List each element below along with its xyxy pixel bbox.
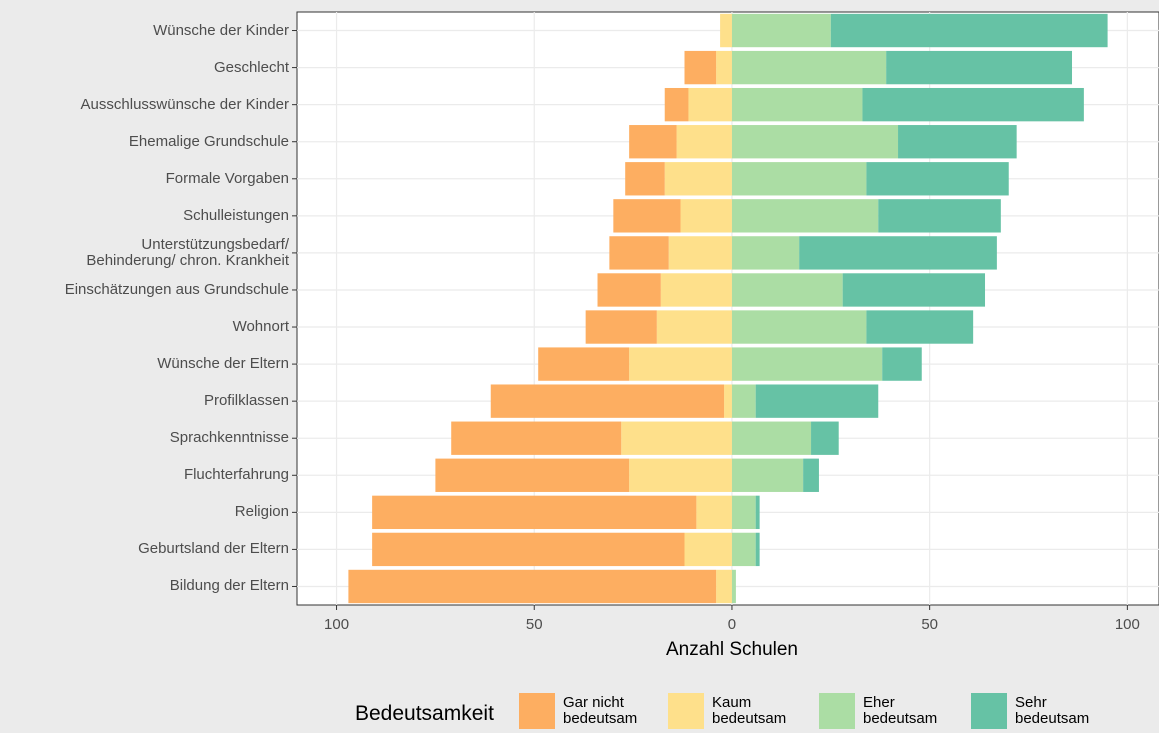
bar	[731, 236, 800, 270]
bar	[688, 87, 732, 122]
bar	[629, 347, 732, 381]
bar	[625, 162, 665, 196]
bar	[731, 384, 756, 418]
bar	[731, 347, 883, 381]
y-tick-label: Sprachkenntnisse	[169, 429, 289, 447]
legend-label: Sehr bedeutsam	[1015, 694, 1090, 727]
bar	[609, 236, 669, 270]
y-tick-label: Unterstützungsbedarf/ Behinderung/ chron…	[86, 235, 289, 269]
bar	[731, 125, 899, 159]
bar	[716, 569, 732, 604]
y-tick-label: Ehemalige Grundschule	[128, 132, 289, 150]
bar	[372, 495, 697, 530]
bar	[629, 458, 732, 492]
y-tick-label: Wünsche der Eltern	[157, 355, 289, 373]
bar	[731, 310, 867, 344]
bar	[731, 50, 887, 85]
bar	[731, 421, 812, 455]
y-tick-label: Bildung der Eltern	[169, 577, 289, 595]
bar	[898, 125, 1017, 159]
legend-label: Gar nicht bedeutsam	[563, 694, 638, 727]
bar	[803, 458, 819, 492]
legend-swatch	[819, 693, 855, 729]
bar	[882, 347, 922, 381]
bar	[731, 199, 879, 233]
bar	[799, 236, 997, 270]
bar	[716, 50, 732, 85]
bar	[731, 532, 756, 567]
legend-swatch	[519, 693, 555, 729]
bar	[668, 236, 732, 270]
x-tick-label: 50	[526, 616, 543, 633]
bar	[490, 384, 725, 418]
bar	[886, 50, 1073, 85]
y-tick-label: Geschlecht	[213, 58, 289, 76]
bar	[830, 13, 1108, 48]
bar	[696, 495, 732, 530]
y-tick-label: Formale Vorgaben	[165, 169, 289, 187]
bar	[731, 495, 756, 530]
bar	[621, 421, 732, 455]
bar	[731, 87, 863, 122]
legend-title: Bedeutsamkeit	[355, 702, 494, 725]
bar	[664, 162, 732, 196]
x-tick-label: 100	[324, 616, 349, 633]
bar	[660, 273, 732, 307]
legend-swatch	[971, 693, 1007, 729]
bar	[348, 569, 717, 604]
x-tick-label: 100	[1115, 616, 1140, 633]
y-tick-label: Wünsche der Kinder	[153, 21, 289, 39]
bar	[597, 273, 661, 307]
bar	[656, 310, 732, 344]
bar	[755, 532, 760, 567]
bar	[842, 273, 986, 307]
bar	[629, 125, 677, 159]
bar	[372, 532, 685, 567]
bar	[664, 87, 689, 122]
legend-label: Kaum bedeutsam	[712, 694, 787, 727]
bar	[755, 495, 760, 530]
bar	[613, 199, 681, 233]
x-axis-title: Anzahl Schulen	[666, 639, 798, 660]
bar	[538, 347, 630, 381]
y-tick-label: Wohnort	[232, 318, 289, 336]
y-tick-label: Profilklassen	[203, 392, 289, 410]
bar	[585, 310, 657, 344]
bar	[720, 13, 732, 48]
y-tick-label: Einschätzungen aus Grundschule	[64, 280, 289, 298]
bar	[811, 421, 839, 455]
legend-swatch	[668, 693, 704, 729]
bar	[451, 421, 622, 455]
bar	[862, 87, 1084, 122]
x-tick-label: 50	[921, 616, 938, 633]
bar	[724, 384, 732, 418]
bar	[680, 199, 732, 233]
bar	[878, 199, 1001, 233]
y-tick-label: Ausschlusswünsche der Kinder	[80, 95, 289, 113]
bar	[755, 384, 879, 418]
bar	[731, 458, 804, 492]
bar	[435, 458, 630, 492]
y-tick-label: Religion	[234, 503, 289, 521]
bar	[866, 162, 1009, 196]
bar	[684, 532, 732, 567]
bar	[866, 310, 974, 344]
y-tick-label: Schulleistungen	[183, 206, 289, 224]
y-tick-label: Fluchterfahrung	[183, 466, 289, 484]
x-tick-label: 0	[728, 616, 736, 633]
y-tick-label: Geburtsland der Eltern	[138, 540, 289, 558]
bar	[676, 125, 732, 159]
bar	[731, 13, 831, 48]
bar	[684, 50, 717, 85]
bar	[731, 162, 867, 196]
bar	[731, 569, 736, 604]
bar	[731, 273, 843, 307]
legend-label: Eher bedeutsam	[863, 694, 938, 727]
